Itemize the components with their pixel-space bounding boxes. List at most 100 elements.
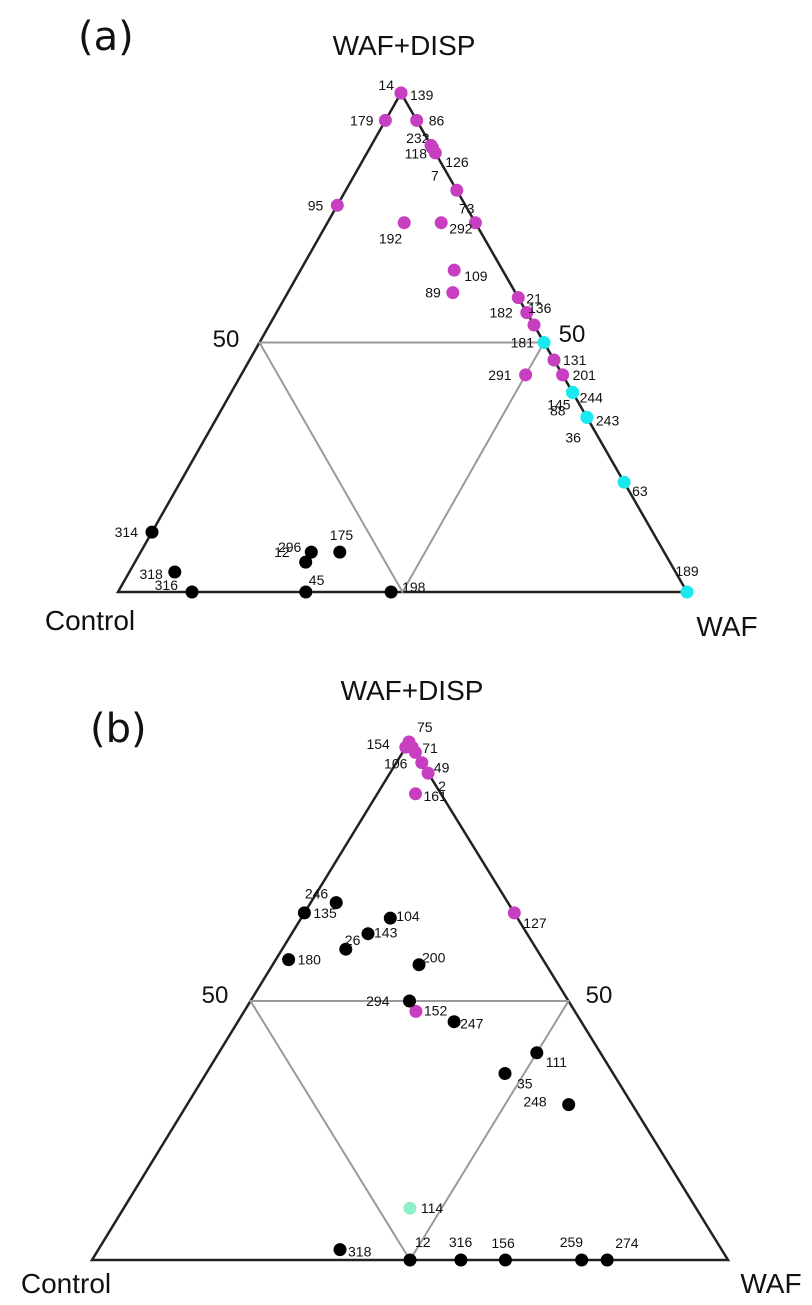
data-point-12 (403, 1253, 417, 1267)
point-label-243: 243 (596, 412, 620, 428)
point-label-7: 7 (431, 167, 439, 183)
point-label-139: 139 (410, 87, 434, 103)
point-label-111: 111 (546, 1054, 567, 1070)
data-point-189 (680, 585, 694, 599)
point-label-247: 247 (460, 1016, 484, 1032)
data-point-243 (580, 410, 594, 424)
midline-label-left: 50 (213, 326, 240, 353)
data-point-73 (468, 216, 482, 230)
data-point-179 (378, 113, 392, 127)
point-label-118: 118 (405, 145, 428, 161)
data-point-111 (530, 1046, 544, 1060)
point-label-49: 49 (434, 760, 450, 776)
data-point-104 (383, 911, 397, 925)
data-point-296 (304, 545, 318, 559)
data-point-314 (145, 525, 159, 539)
data-point-45 (299, 585, 313, 599)
panel-label: (a) (78, 14, 134, 60)
vertex-label-right: WAF (740, 1268, 801, 1299)
data-point-192 (397, 216, 411, 230)
point-label-198: 198 (402, 579, 426, 595)
data-point-106 (408, 745, 422, 759)
point-label-114: 114 (421, 1200, 444, 1216)
data-point-89 (446, 286, 460, 300)
point-label-2: 2 (438, 778, 446, 794)
point-label-291: 291 (488, 367, 512, 383)
vertex-label-left: Control (21, 1268, 111, 1299)
point-label-314: 314 (115, 524, 139, 540)
data-point-200 (412, 958, 426, 972)
point-label-182: 182 (489, 305, 513, 321)
data-point-181 (537, 336, 551, 349)
data-point-2 (421, 766, 435, 780)
data-point-7 (450, 183, 464, 197)
point-label-192: 192 (379, 231, 403, 247)
point-label-156: 156 (491, 1235, 515, 1251)
data-point-161 (409, 787, 422, 801)
point-label-126: 126 (445, 154, 469, 170)
data-point-109 (447, 263, 461, 277)
inner-midpoint-triangle (257, 341, 546, 595)
data-point-294 (403, 994, 416, 1008)
data-point-248 (562, 1098, 576, 1112)
point-label-12: 12 (274, 544, 290, 560)
data-point-135 (297, 906, 311, 920)
point-label-152: 152 (424, 1002, 448, 1018)
data-point-63 (617, 475, 631, 489)
point-label-104: 104 (396, 908, 420, 924)
point-label-274: 274 (615, 1235, 639, 1251)
point-label-21: 21 (526, 291, 542, 307)
data-point-244 (566, 385, 580, 399)
midline-label-right: 50 (586, 982, 613, 1009)
point-label-154: 154 (366, 736, 390, 752)
data-point-180 (282, 953, 296, 967)
data-point-246 (329, 896, 343, 910)
vertex-label-top: WAF+DISP (333, 30, 476, 61)
point-label-63: 63 (632, 483, 648, 499)
point-label-145: 145 (547, 396, 571, 412)
point-label-71: 71 (422, 740, 438, 756)
data-point-318 (168, 565, 182, 579)
point-label-89: 89 (425, 285, 441, 301)
point-label-316: 316 (155, 577, 179, 593)
point-label-246: 246 (305, 886, 329, 902)
data-point-12 (299, 555, 313, 569)
point-label-88: 88 (550, 402, 566, 418)
point-label-201: 201 (573, 367, 597, 383)
data-point-316 (185, 585, 199, 599)
data-point-292 (434, 216, 448, 230)
point-label-95: 95 (308, 197, 324, 213)
data-point-198 (384, 585, 398, 599)
panel-a: (a) WAF+DISP Control WAF 50 50 14 139 179 86 23211… (45, 14, 758, 642)
data-point-49 (415, 756, 429, 770)
data-point-35 (498, 1067, 512, 1080)
data-point-259 (575, 1253, 589, 1267)
point-label-292: 292 (449, 221, 473, 237)
data-point-156 (498, 1253, 512, 1267)
point-label-259: 259 (560, 1234, 584, 1250)
point-label-26: 26 (345, 932, 361, 948)
panel-label: (b) (90, 706, 147, 752)
point-label-161: 161 (424, 788, 448, 804)
data-point-136 (527, 318, 541, 332)
vertex-label-top: WAF+DISP (341, 675, 484, 706)
data-point-21 (511, 291, 525, 305)
data-point-126 (428, 146, 442, 160)
data-point-182 (520, 306, 534, 320)
panel-b: (b) WAF+DISP Control WAF 50 50 75 154 71 106 49 216… (21, 675, 802, 1299)
data-point-247 (447, 1015, 461, 1029)
point-label-127: 127 (523, 915, 547, 931)
data-point-316 (454, 1253, 468, 1267)
point-label-248: 248 (523, 1094, 547, 1110)
vertex-label-right: WAF (696, 611, 757, 642)
point-label-175: 175 (330, 527, 354, 543)
point-label-136: 136 (528, 300, 552, 316)
point-label-12: 12 (415, 1234, 431, 1250)
data-point-127 (507, 906, 521, 920)
point-label-316: 316 (449, 1234, 473, 1250)
point-label-45: 45 (309, 572, 325, 588)
data-point-139 (394, 86, 408, 100)
point-label-73: 73 (459, 201, 475, 217)
